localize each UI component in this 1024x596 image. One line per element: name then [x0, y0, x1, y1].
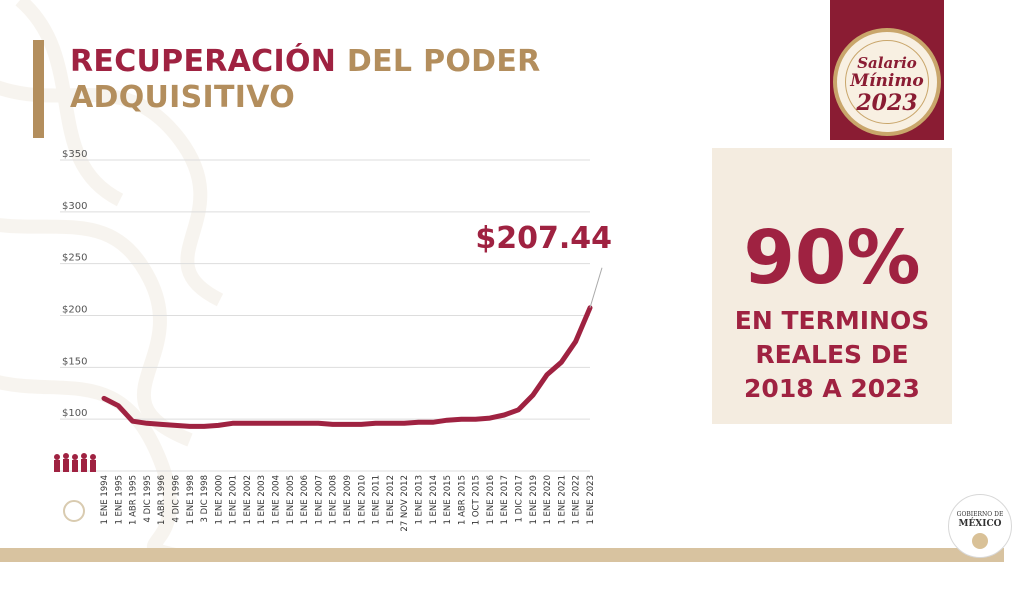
x-tick-label: 1 ENE 2019: [529, 475, 539, 525]
x-tick-label: 1 ENE 1998: [186, 475, 196, 525]
percent-description: EN TERMINOS REALES DE 2018 A 2023: [734, 306, 930, 403]
x-tick-label: 1 ABR 1995: [129, 475, 139, 525]
x-tick-label: 1 ENE 2008: [329, 475, 339, 525]
y-tick-label: $150: [62, 356, 87, 367]
title-part-2: DEL PODER: [346, 44, 541, 79]
x-tick-label: 1 ENE 2010: [357, 475, 367, 525]
x-tick-label: 1 ENE 2014: [429, 475, 439, 525]
series-line: [101, 305, 593, 429]
x-tick-label: 27 NOV 2012: [400, 475, 410, 532]
x-tick-label: 1 ENE 2021: [557, 475, 567, 525]
salario-minimo-seal: Salario Mínimo 2023: [833, 28, 941, 136]
x-tick-label: 1 ENE 2022: [572, 475, 582, 525]
x-tick-label: 1 ENE 2005: [286, 475, 296, 525]
x-tick-label: 1 ENE 2015: [443, 475, 453, 525]
title-line-2: ADQUISITIVO: [70, 80, 296, 115]
highlight-box: 90% EN TERMINOS REALES DE 2018 A 2023: [712, 148, 952, 424]
title-part-1: RECUPERACIÓN: [70, 44, 337, 79]
seal-line-3: 2023: [856, 90, 918, 116]
seal-line-2: Mínimo: [850, 71, 924, 91]
x-tick-label: 1 ENE 2013: [414, 475, 424, 525]
x-tick-label: 1 ENE 1995: [114, 475, 124, 525]
eagle-emblem-icon: [972, 533, 988, 549]
x-tick-label: 1 ENE 2011: [372, 475, 382, 525]
seal-line-1: Salario: [857, 54, 917, 72]
gobierno-de-mexico-logo: GOBIERNO DE MÉXICO: [948, 494, 1012, 558]
x-tick-label: 1 ENE 2017: [500, 475, 510, 525]
y-tick-label: $100: [62, 408, 87, 419]
x-tick-label: 1 ENE 2000: [214, 475, 224, 525]
y-tick-label: $250: [62, 253, 87, 264]
y-tick-label: $200: [62, 305, 87, 316]
x-tick-label: 1 ENE 2016: [486, 475, 496, 525]
x-tick-label: 1 ENE 2006: [300, 475, 310, 525]
x-tick-label: 1 ENE 2002: [243, 475, 253, 525]
wage-line-chart: $100 $150 $200 $250 $300 $350 1 ENE 1994 1 ENE …: [60, 150, 612, 532]
annotation-label: $207.44: [475, 221, 612, 256]
x-tick-label: 4 DIC 1995: [143, 475, 153, 522]
annotation-leader-line: [589, 267, 603, 308]
x-tick-label: 1 ENE 2009: [343, 475, 353, 525]
x-tick-label: 1 ABR 2015: [457, 475, 467, 525]
gov-logo-line-1: GOBIERNO DE: [956, 511, 1004, 518]
seal-inner-ring: [845, 40, 929, 124]
x-tick-label: 1 ENE 2023: [586, 475, 596, 525]
x-tick-label: 1 ENE 2007: [314, 475, 324, 525]
people-illustration: [52, 452, 100, 472]
percent-value: 90%: [743, 215, 921, 301]
x-tick-label: 1 ENE 2004: [272, 475, 282, 525]
y-tick-label: $350: [62, 150, 87, 160]
title-accent-bar: [33, 40, 44, 138]
gov-logo-line-2: MÉXICO: [958, 519, 1002, 529]
emblem-icon: [63, 500, 85, 522]
footer-bar: [0, 548, 1004, 562]
x-tick-label: 1 ENE 2001: [229, 475, 239, 525]
x-tick-label: 4 DIC 1996: [171, 475, 181, 522]
x-tick-label: 1 ABR 1996: [157, 475, 167, 525]
x-tick-label: 3 DIC 1998: [200, 475, 210, 522]
x-tick-label: 1 DIC 2017: [515, 475, 525, 522]
x-tick-label: 1 OCT 2015: [472, 475, 482, 525]
x-tick-label: 1 ENE 2012: [386, 475, 396, 525]
page-title: RECUPERACIÓN DEL PODER ADQUISITIVO: [70, 44, 541, 116]
x-tick-label: 1 ENE 1994: [100, 475, 110, 525]
x-tick-label: 1 ENE 2003: [257, 475, 267, 525]
y-tick-label: $300: [62, 201, 87, 212]
x-tick-label: 1 ENE 2020: [543, 475, 553, 525]
